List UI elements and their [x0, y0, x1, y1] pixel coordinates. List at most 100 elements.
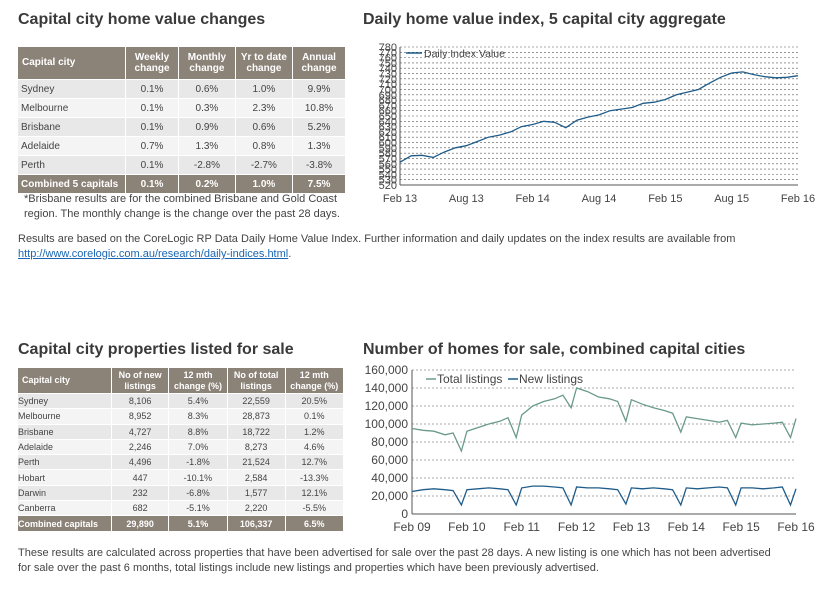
column-header: No of new listings: [110, 367, 170, 394]
value-cell: 8,952: [110, 408, 170, 425]
value-cell: 8.3%: [168, 408, 228, 425]
homes-chart-title: Number of homes for sale, combined capit…: [363, 341, 746, 358]
column-header: 12 mth change (%): [284, 367, 345, 394]
value-cell: 12.7%: [284, 454, 345, 471]
value-cell: -6.8%: [168, 484, 228, 502]
y-tick-label: 610: [379, 132, 397, 144]
x-tick-label: Feb 10: [448, 520, 486, 534]
value-cell: 4.6%: [284, 438, 345, 456]
city-cell: Brisbane: [17, 423, 112, 440]
y-tick-label: 160,000: [365, 363, 409, 377]
y-tick-label: 760: [379, 53, 397, 65]
value-cell: 4,496: [110, 454, 170, 471]
value-cell: 0.8%: [234, 136, 294, 156]
value-cell: 0.1%: [284, 408, 345, 425]
value-cell: 2.3%: [234, 98, 294, 118]
value-cell: 0.6%: [178, 79, 236, 99]
value-cell: 4,727: [110, 423, 170, 440]
value-cell: 22,559: [226, 392, 286, 410]
value-cell: 447: [110, 469, 170, 486]
x-tick-label: Aug 14: [582, 193, 617, 205]
y-tick-label: 770: [379, 47, 397, 59]
column-header: Capital city: [17, 367, 112, 394]
y-tick-label: 720: [379, 74, 397, 86]
table-row: Melbourne 0.1% 0.3% 2.3% 10.8%: [17, 98, 346, 118]
table-row: Canberra 682 -5.1% 2,220 -5.5%: [17, 500, 345, 517]
results-note-suffix: .: [288, 248, 292, 260]
total-value-cell: 5.1%: [168, 515, 228, 532]
value-cell: -2.8%: [178, 155, 236, 175]
city-cell: Adelaide: [17, 438, 112, 456]
legend-label: New listings: [519, 372, 583, 386]
city-cell: Melbourne: [17, 98, 126, 118]
results-note: Results are based on the CoreLogic RP Da…: [18, 232, 808, 262]
column-header: Annual change: [292, 46, 346, 80]
value-cell: -1.8%: [168, 454, 228, 471]
total-row: Combined capitals 29,890 5.1% 106,337 6.5%: [17, 515, 345, 532]
table-row: Brisbane 4,727 8.8% 18,722 1.2%: [17, 423, 345, 440]
table-row: Sydney 0.1% 0.6% 1.0% 9.9%: [17, 79, 346, 99]
table-row: Darwin 232 -6.8% 1,577 12.1%: [17, 484, 345, 502]
properties-listed-table: Capital city No of new listings 12 mth c…: [17, 367, 345, 532]
city-cell: Brisbane: [17, 117, 126, 137]
value-cell: -5.5%: [284, 500, 345, 517]
total-value-cell: 106,337: [226, 515, 286, 532]
y-tick-label: 80,000: [371, 435, 408, 449]
value-cell: 1.3%: [178, 136, 236, 156]
value-cell: 0.7%: [124, 136, 180, 156]
value-cell: 0.1%: [124, 98, 180, 118]
value-cell: 0.9%: [178, 117, 236, 137]
y-tick-label: 700: [379, 84, 397, 96]
column-header: Yr to date change: [234, 46, 294, 80]
table-row: Adelaide 0.7% 1.3% 0.8% 1.3%: [17, 136, 346, 156]
y-tick-label: 20,000: [371, 489, 408, 503]
total-value-cell: 7.5%: [292, 174, 346, 194]
y-tick-label: 590: [379, 143, 397, 155]
total-label-cell: Combined capitals: [17, 515, 112, 532]
y-tick-label: 780: [379, 42, 397, 54]
city-cell: Darwin: [17, 484, 112, 502]
legend-label: Daily Index Value: [424, 48, 505, 60]
table-row: Hobart 447 -10.1% 2,584 -13.3%: [17, 469, 345, 486]
y-tick-label: 140,000: [365, 381, 409, 395]
y-tick-label: 560: [379, 159, 397, 171]
value-cell: 12.1%: [284, 484, 345, 502]
value-cell: 2,246: [110, 438, 170, 456]
y-tick-label: 0: [401, 507, 408, 521]
y-tick-label: 670: [379, 100, 397, 112]
y-tick-label: 100,000: [365, 417, 409, 431]
value-cell: 8,106: [110, 392, 170, 410]
y-tick-label: 120,000: [365, 399, 409, 413]
y-tick-label: 550: [379, 164, 397, 176]
homes-for-sale-chart: 0 20,000 40,000 60,000 80,000 100,000 120,000 1…: [365, 363, 815, 534]
home-values-title: Capital city home value changes: [18, 11, 266, 28]
footnote-line: *Brisbane results are for the combined B…: [24, 193, 338, 205]
total-label-cell: Combined 5 capitals: [17, 174, 126, 194]
listings-title: Capital city properties listed for sale: [18, 341, 294, 358]
value-cell: 10.8%: [292, 98, 346, 118]
city-cell: Melbourne: [17, 408, 112, 425]
city-cell: Sydney: [17, 79, 126, 99]
value-cell: 8,273: [226, 438, 286, 456]
y-tick-label: 60,000: [371, 453, 408, 467]
value-cell: 0.3%: [178, 98, 236, 118]
value-cell: 7.0%: [168, 438, 228, 456]
x-tick-label: Feb 14: [516, 193, 550, 205]
column-header: Monthly change: [178, 46, 236, 80]
y-tick-label: 40,000: [371, 471, 408, 485]
y-tick-label: 620: [379, 127, 397, 139]
x-tick-label: Feb 13: [613, 520, 651, 534]
city-cell: Canberra: [17, 500, 112, 517]
column-header: Capital city: [17, 46, 126, 80]
x-tick-label: Aug 15: [714, 193, 749, 205]
value-cell: -3.8%: [292, 155, 346, 175]
total-value-cell: 29,890: [110, 515, 170, 532]
table-row: Melbourne 8,952 8.3% 28,873 0.1%: [17, 408, 345, 425]
value-cell: 1.3%: [292, 136, 346, 156]
brisbane-footnote: *Brisbane results are for the combined B…: [24, 192, 340, 222]
x-tick-label: Feb 13: [383, 193, 417, 205]
column-header: No of total listings: [226, 367, 286, 394]
corelogic-link[interactable]: http://www.corelogic.com.au/research/dai…: [18, 248, 289, 260]
value-cell: 0.6%: [234, 117, 294, 137]
total-value-cell: 0.2%: [178, 174, 236, 194]
